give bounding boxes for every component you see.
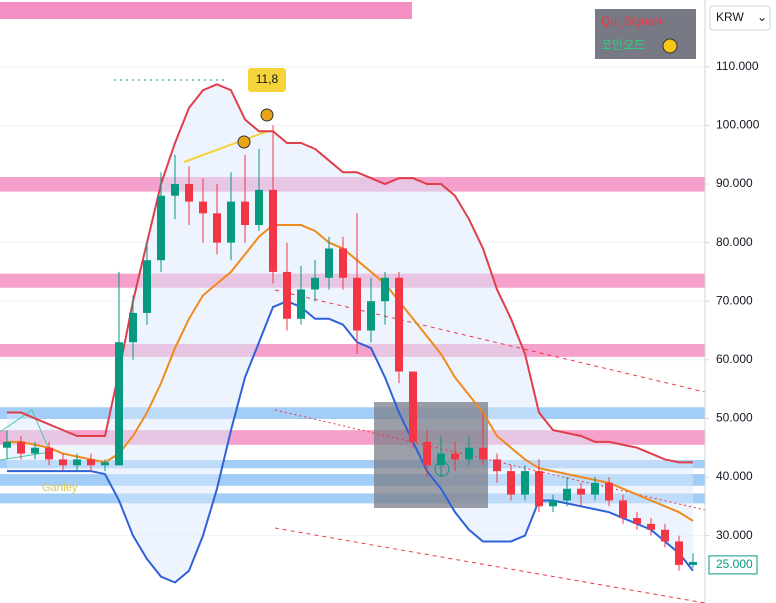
zone <box>0 343 705 357</box>
candle-body <box>45 447 53 460</box>
medal-icon <box>237 135 251 149</box>
candle-body <box>577 488 585 495</box>
last-price-box <box>708 555 758 575</box>
candle-body <box>409 371 417 442</box>
candle-body <box>549 500 557 507</box>
candle-body <box>129 312 137 343</box>
currency-button[interactable] <box>709 5 771 31</box>
price-axis <box>705 0 776 603</box>
candle-body <box>157 195 165 261</box>
candle-body <box>535 471 543 507</box>
candle-body <box>521 471 529 495</box>
candle-body <box>353 277 361 331</box>
candle-body <box>605 482 613 501</box>
legend-entry: Qu_Signal+ <box>601 14 664 28</box>
candle-body <box>59 459 67 466</box>
candle-body <box>269 189 277 272</box>
candle-body <box>73 459 81 466</box>
legend-entry: 코인오드 <box>601 38 645 52</box>
y-tick-label: 110.000 <box>716 59 759 73</box>
candle-body <box>297 289 305 319</box>
band-line <box>7 300 694 584</box>
zone <box>0 493 705 504</box>
candle-body <box>423 441 431 466</box>
y-tick-label: 60.000 <box>716 352 753 366</box>
candle-body <box>381 277 389 302</box>
candle-body <box>633 518 641 524</box>
currency[interactable]: KRW <box>716 10 744 24</box>
y-tick-label: 70.000 <box>716 293 753 307</box>
candle-body <box>339 248 347 278</box>
candle-body <box>171 184 179 196</box>
candle-body <box>199 201 207 214</box>
candle-body <box>493 459 501 472</box>
medal-icon <box>260 108 274 122</box>
candle-body <box>3 441 11 448</box>
y-tick-label: 50.000 <box>716 411 753 425</box>
marker-label: 11,8 <box>256 72 279 86</box>
zone <box>0 474 705 486</box>
candle-body <box>563 488 571 501</box>
zones <box>0 66 705 583</box>
candle-body <box>479 447 487 460</box>
candle-body <box>115 342 123 466</box>
last-price-label: 25.000 <box>716 557 753 571</box>
marker-box <box>248 68 286 92</box>
pattern-line <box>183 130 269 163</box>
pattern-line <box>0 409 51 461</box>
candle-body <box>591 482 599 495</box>
candle-body <box>661 529 669 542</box>
candle-body <box>311 277 319 290</box>
trend-line <box>274 409 706 511</box>
y-tick-label: 100.000 <box>716 118 760 132</box>
candle-body <box>451 453 459 460</box>
candle-body <box>465 447 473 460</box>
zone <box>0 460 705 469</box>
candle-body <box>283 271 291 319</box>
candle-body <box>647 523 655 530</box>
candle-body <box>689 561 697 565</box>
candle-body <box>17 441 25 454</box>
candle-body <box>185 184 193 202</box>
plot <box>3 83 697 584</box>
zone <box>0 407 705 419</box>
candle-body <box>437 453 445 466</box>
candle-body <box>255 189 263 226</box>
candle-body <box>619 500 627 519</box>
y-tick-label: 40.000 <box>716 469 753 483</box>
y-tick-label: 90.000 <box>716 176 753 190</box>
axis-labels: 110.000 100.000 90.000 80.000 70.000 60.000 50… <box>705 59 760 575</box>
candle-body <box>227 201 235 243</box>
candle-body <box>395 277 403 372</box>
candle-body <box>325 248 333 278</box>
trend-line <box>274 527 706 603</box>
candle-body <box>31 447 39 454</box>
zone-top <box>0 2 412 19</box>
pattern-label: Gartley <box>42 482 78 494</box>
coin-icon <box>662 38 678 54</box>
candle-body <box>143 260 151 313</box>
candle-body <box>675 541 683 565</box>
chevron: ⌄ <box>757 10 767 24</box>
candle-body <box>87 459 95 466</box>
y-tick-label: 30.000 <box>716 528 753 542</box>
candle-body <box>507 471 515 495</box>
y-tick-label: 80.000 <box>716 235 753 249</box>
trend-line <box>274 289 706 393</box>
candle-body <box>367 301 375 331</box>
legend-box <box>595 9 696 59</box>
candle-body <box>101 462 109 466</box>
candle-body <box>241 201 249 226</box>
candle-body <box>213 213 221 243</box>
